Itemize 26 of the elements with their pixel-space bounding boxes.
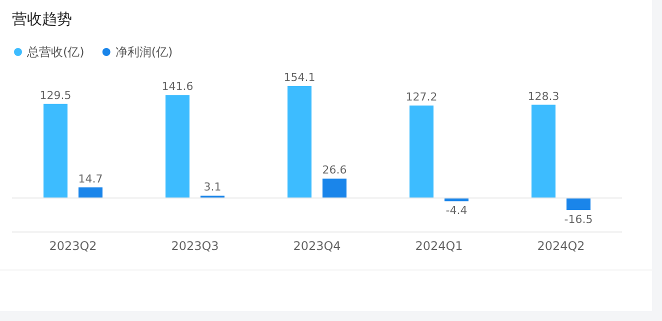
chart-title: 营收趋势 <box>12 10 72 28</box>
bar <box>288 86 312 198</box>
data-label: -16.5 <box>564 212 593 226</box>
data-label: 14.7 <box>78 172 103 186</box>
data-label: 128.3 <box>528 90 560 103</box>
legend-label: 净利润(亿) <box>115 45 173 59</box>
bar <box>166 95 190 198</box>
bar <box>78 187 102 198</box>
bar <box>44 104 68 198</box>
bar <box>322 178 346 198</box>
x-tick-label: 2024Q2 <box>537 239 585 253</box>
data-label: 127.2 <box>406 90 438 104</box>
data-label: 129.5 <box>40 88 72 102</box>
data-label: 154.1 <box>284 71 316 84</box>
x-tick-label: 2024Q1 <box>415 239 463 253</box>
bar <box>410 106 434 198</box>
x-tick-label: 2023Q3 <box>171 239 219 253</box>
data-label: 141.6 <box>162 80 194 94</box>
bar <box>532 104 556 198</box>
data-label: -4.4 <box>446 204 468 218</box>
x-tick-label: 2023Q4 <box>293 239 341 253</box>
data-label: 3.1 <box>204 180 222 194</box>
legend-label: 总营收(亿) <box>26 45 84 59</box>
bar <box>566 198 590 210</box>
x-tick-label: 2023Q2 <box>49 239 97 253</box>
data-label: 26.6 <box>322 164 347 177</box>
